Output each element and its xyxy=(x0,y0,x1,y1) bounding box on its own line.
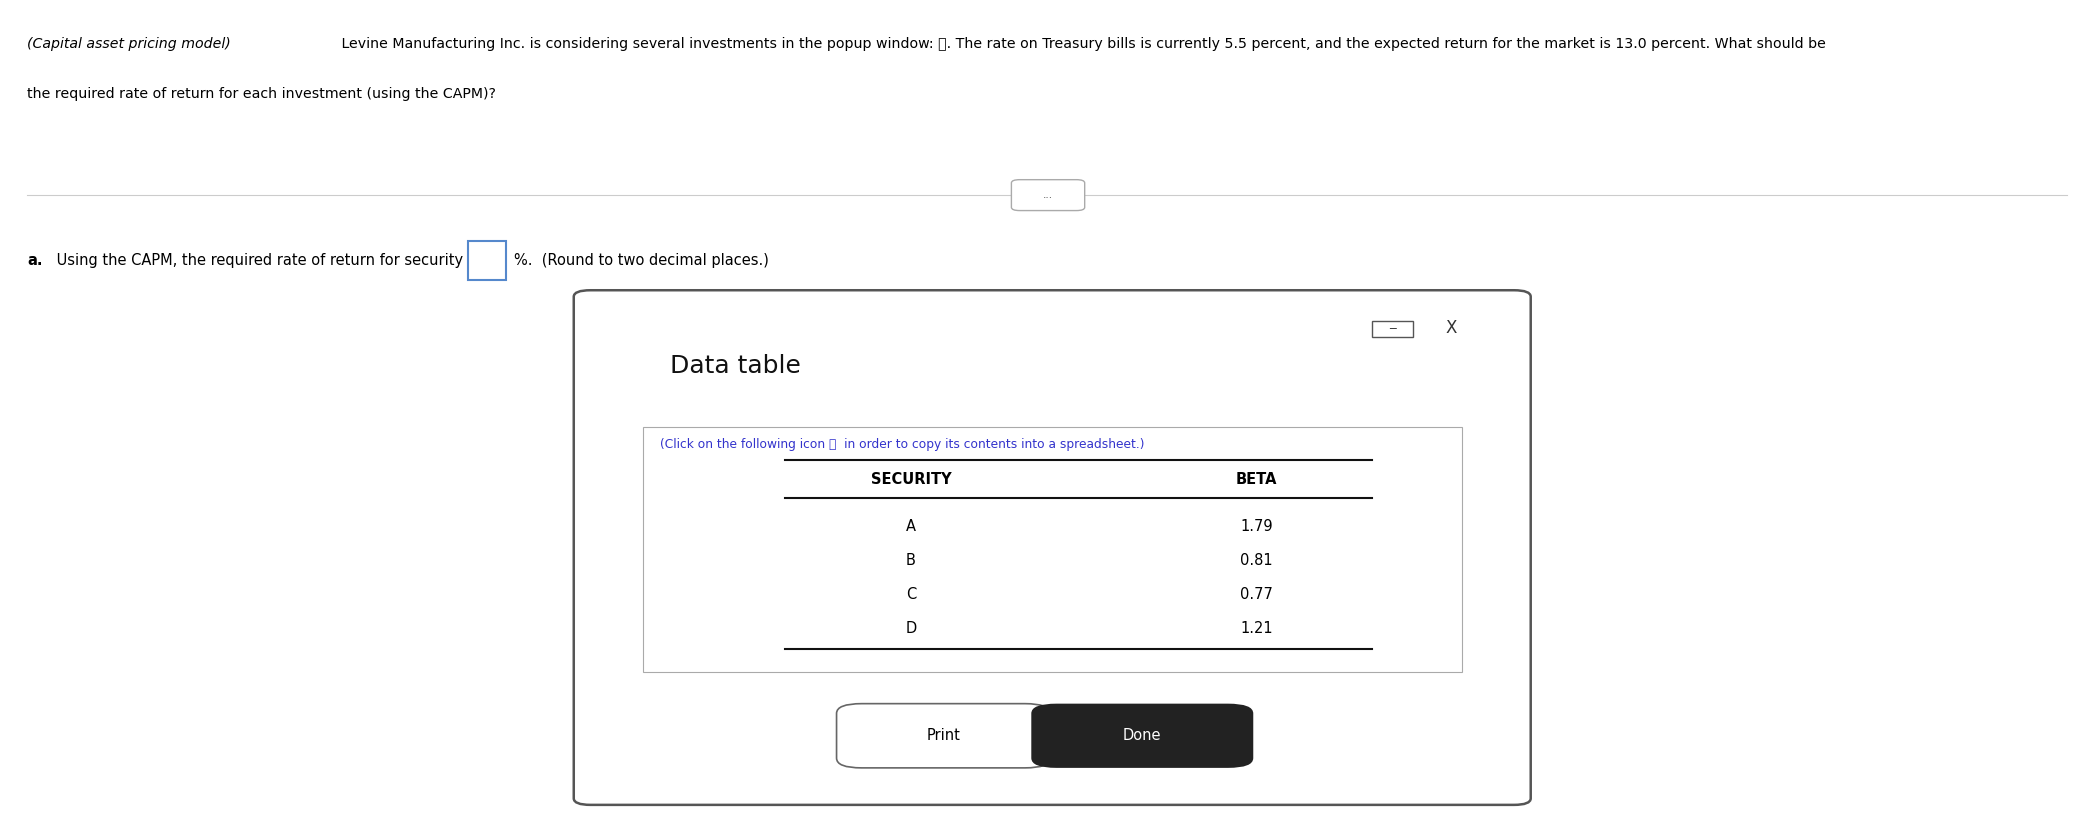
Text: a.: a. xyxy=(27,253,42,267)
Text: A: A xyxy=(907,519,915,533)
Text: Levine Manufacturing Inc. is considering several investments in the popup window: Levine Manufacturing Inc. is considering… xyxy=(337,37,1826,50)
Text: B: B xyxy=(907,553,915,567)
Text: 1.21: 1.21 xyxy=(1240,621,1273,636)
Text: ─: ─ xyxy=(1388,323,1397,333)
FancyBboxPatch shape xyxy=(1372,321,1413,337)
FancyBboxPatch shape xyxy=(574,290,1531,805)
Text: Print: Print xyxy=(926,728,961,743)
Text: 1.79: 1.79 xyxy=(1240,519,1273,533)
Text: SECURITY: SECURITY xyxy=(871,472,951,487)
Text: the required rate of return for each investment (using the CAPM)?: the required rate of return for each inv… xyxy=(27,87,496,101)
Text: (Click on the following icon ⧮  in order to copy its contents into a spreadsheet: (Click on the following icon ⧮ in order … xyxy=(660,438,1143,451)
Text: Data table: Data table xyxy=(670,354,800,378)
FancyBboxPatch shape xyxy=(469,241,505,280)
Text: BETA: BETA xyxy=(1235,472,1277,487)
FancyBboxPatch shape xyxy=(836,703,1049,767)
Text: 0.81: 0.81 xyxy=(1240,553,1273,567)
FancyBboxPatch shape xyxy=(1030,703,1252,767)
Text: 0.77: 0.77 xyxy=(1240,587,1273,602)
FancyBboxPatch shape xyxy=(643,427,1462,672)
Text: Done: Done xyxy=(1122,728,1162,743)
Text: (Capital asset pricing model): (Capital asset pricing model) xyxy=(27,37,230,50)
Text: X: X xyxy=(1445,319,1457,337)
Text: ...: ... xyxy=(1043,190,1053,200)
FancyBboxPatch shape xyxy=(1011,180,1085,211)
Text: %.  (Round to two decimal places.): %. (Round to two decimal places.) xyxy=(515,253,768,267)
Text: C: C xyxy=(907,587,915,602)
Text: D: D xyxy=(905,621,917,636)
Text: Using the CAPM, the required rate of return for security A is: Using the CAPM, the required rate of ret… xyxy=(52,253,494,267)
